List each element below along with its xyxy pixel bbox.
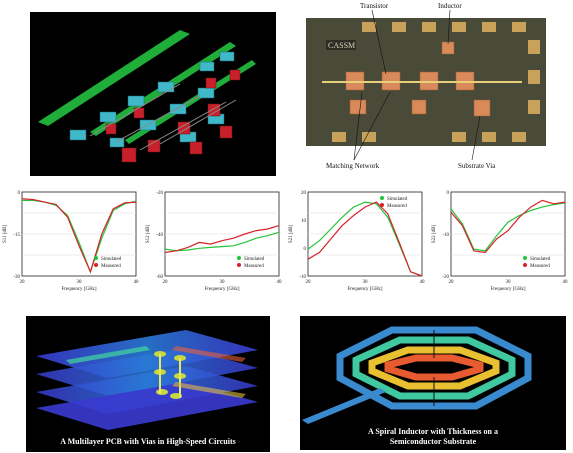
legend-label: Measured <box>101 264 121 269</box>
x-tick-label: 30 <box>220 280 226 285</box>
y-axis-label: S21 [dB] <box>289 225 294 244</box>
legend-label: Simulated <box>530 257 551 262</box>
legend-marker <box>94 263 98 267</box>
y-tick-label: -20 <box>156 191 163 196</box>
x-axis-label: Frequency [GHz] <box>61 287 96 292</box>
legend-marker <box>237 256 241 260</box>
spiral-inductor-graphic <box>302 326 532 424</box>
measured-curve <box>450 199 566 254</box>
y-axis-label: S22 [dB] <box>432 225 437 244</box>
legend-marker <box>237 263 241 267</box>
x-tick-label: 40 <box>277 280 283 285</box>
legend-marker <box>94 256 98 260</box>
chip-micrograph: CASSM Transistor Inductor Matching Netwo… <box>302 0 554 180</box>
legend-label: Simulated <box>101 257 122 262</box>
y-tick-label: -20 <box>442 275 449 280</box>
x-axis-label: Frequency [GHz] <box>204 287 239 292</box>
y-tick-label: 10 <box>301 219 307 224</box>
y-axis-label: S11 [dB] <box>3 225 8 243</box>
y-tick-label: 20 <box>301 191 307 196</box>
x-axis-label: Frequency [GHz] <box>490 287 525 292</box>
chip-micrograph-graphic: CASSM Transistor Inductor Matching Netwo… <box>306 2 546 170</box>
x-tick-label: 20 <box>449 280 455 285</box>
inductor-caption-line1: A Spiral Inductor with Thickness on a <box>368 427 498 436</box>
spiral-inductor-render: A Spiral Inductor with Thickness on a Se… <box>300 316 566 450</box>
x-tick-label: 40 <box>420 280 426 285</box>
legend-label: Measured <box>530 264 550 269</box>
y-tick-label: -40 <box>156 233 163 238</box>
measured-curve <box>21 198 137 274</box>
x-tick-label: 30 <box>77 280 83 285</box>
substrate-via-callout: Substrate Via <box>458 162 496 170</box>
legend-marker <box>380 203 384 207</box>
measured-curve <box>307 201 423 277</box>
y-tick-label: 0 <box>447 191 450 196</box>
inductor-callout: Inductor <box>438 2 462 10</box>
x-tick-label: 30 <box>506 280 512 285</box>
layout-3d-render <box>30 12 276 176</box>
plot-s11: 0 -15 -30 20 30 40 Frequency [GHz] S11 [dB] Simu… <box>0 186 143 298</box>
legend-label: Simulated <box>244 257 265 262</box>
layout-3d-graphic <box>38 30 256 163</box>
transistor-callout: Transistor <box>360 2 389 10</box>
y-axis-label: S12 [dB] <box>146 225 151 244</box>
simulated-curve <box>164 231 280 252</box>
legend-marker <box>523 263 527 267</box>
x-tick-label: 20 <box>163 280 169 285</box>
legend-label: Measured <box>387 204 407 209</box>
legend-label: Measured <box>244 264 264 269</box>
plot-s21: 20 10 0 -10 20 30 40 Frequency [GHz] S21 [dB] Sim… <box>286 186 429 298</box>
y-tick-label: 0 <box>304 247 307 252</box>
y-tick-label: -10 <box>299 275 306 280</box>
x-tick-label: 20 <box>306 280 312 285</box>
x-tick-label: 20 <box>20 280 26 285</box>
x-tick-label: 40 <box>134 280 140 285</box>
legend-label: Simulated <box>387 197 408 202</box>
x-axis-label: Frequency [GHz] <box>347 287 382 292</box>
chip-label: CASSM <box>328 41 355 50</box>
matching-network-callout: Matching Network <box>326 162 380 170</box>
legend-marker <box>380 196 384 200</box>
y-tick-label: -60 <box>156 275 163 280</box>
y-tick-label: -30 <box>13 275 20 280</box>
legend-marker <box>523 256 527 260</box>
pcb-caption: A Multilayer PCB with Vias in High-Speed… <box>60 437 236 446</box>
x-tick-label: 30 <box>363 280 369 285</box>
simulated-curve <box>450 202 566 252</box>
plot-s12: -20 -40 -60 20 30 40 Frequency [GHz] S12 [dB] Si… <box>143 186 286 298</box>
y-tick-label: 0 <box>18 191 21 196</box>
measured-curve <box>164 225 280 254</box>
y-tick-label: -15 <box>13 233 20 238</box>
plot-s22: 0 -10 -20 20 30 40 Frequency [GHz] S22 [dB] Simu… <box>429 186 572 298</box>
inductor-caption-line2: Semiconductor Substrate <box>389 437 477 446</box>
x-tick-label: 40 <box>563 280 569 285</box>
y-tick-label: -10 <box>442 233 449 238</box>
multilayer-pcb-render: A Multilayer PCB with Vias in High-Speed… <box>26 316 270 452</box>
pcb-graphic <box>36 330 258 430</box>
